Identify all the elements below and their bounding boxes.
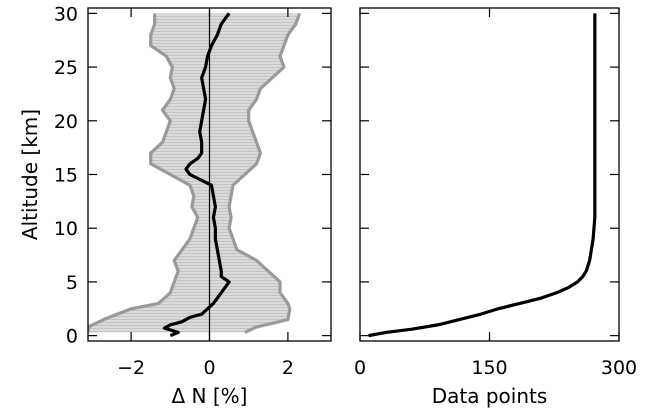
right-chart-panel: 0 150 300 Data points bbox=[354, 7, 637, 408]
series-line-0 bbox=[368, 13, 597, 338]
y-tick-label: 5 bbox=[66, 272, 78, 294]
plot-area bbox=[88, 8, 302, 341]
band-lower-edge bbox=[88, 13, 200, 333]
x-tick-label: 300 bbox=[601, 357, 637, 379]
y-tick-label: 30 bbox=[54, 3, 78, 25]
y-tick-label: 20 bbox=[54, 111, 78, 133]
y-axis-label: Altitude [km] bbox=[18, 109, 42, 240]
x-axis-label: Δ N [%] bbox=[172, 384, 248, 408]
y-tick-label: 10 bbox=[54, 218, 78, 240]
x-tick-label: 0 bbox=[203, 357, 215, 379]
x-tick-label: 2 bbox=[282, 357, 294, 379]
spread-band bbox=[88, 13, 300, 333]
y-tick-label: 0 bbox=[66, 326, 78, 348]
x-axis-label: Data points bbox=[432, 384, 548, 408]
series-line-0 bbox=[162, 12, 231, 338]
band-upper-edge bbox=[227, 12, 302, 334]
plot-area bbox=[368, 13, 597, 338]
y-tick-label: 25 bbox=[54, 57, 78, 79]
x-tick-label: 150 bbox=[471, 357, 507, 379]
x-tick-label: 0 bbox=[354, 357, 366, 379]
plot-frame bbox=[359, 7, 620, 342]
x-tick-label: −2 bbox=[117, 357, 145, 379]
y-tick-label: 15 bbox=[54, 165, 78, 187]
